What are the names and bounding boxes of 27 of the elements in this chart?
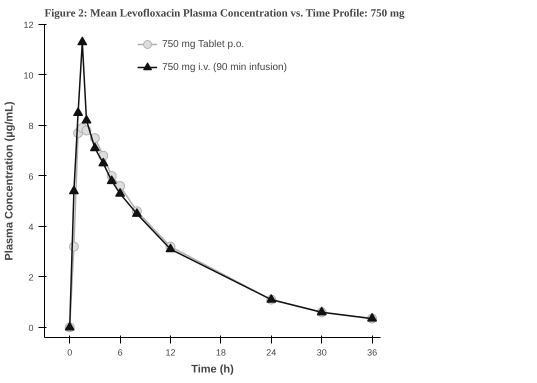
x-tick-label: 6 bbox=[118, 348, 123, 358]
y-tick-label: 2 bbox=[28, 272, 34, 282]
legend-label: 750 mg Tablet p.o. bbox=[162, 38, 244, 50]
y-tick-label: 10 bbox=[23, 70, 34, 80]
point bbox=[77, 36, 88, 46]
point bbox=[68, 185, 79, 194]
chart-title: Figure 2: Mean Levofloxacin Plasma Concentration vs. Time Profile: 750 mg bbox=[44, 8, 406, 20]
x-tick-label: 12 bbox=[165, 348, 176, 358]
point bbox=[90, 142, 100, 152]
x-tick-label: 24 bbox=[266, 348, 276, 358]
point bbox=[115, 188, 126, 197]
y-axis-title: Plasma Concentration (µg/mL) bbox=[3, 101, 16, 261]
point bbox=[106, 175, 117, 184]
legend-label: 750 mg i.v. (90 min infusion) bbox=[162, 62, 287, 72]
x-tick-label: 0 bbox=[67, 348, 72, 358]
y-tick-label: 4 bbox=[28, 222, 34, 232]
x-axis-title: Time (h) bbox=[191, 364, 234, 376]
y-tick-label: 8 bbox=[28, 120, 34, 131]
x-tick-label: 36 bbox=[367, 348, 378, 358]
x-tick-label: 18 bbox=[216, 348, 226, 358]
y-tick-label: 12 bbox=[23, 20, 34, 30]
y-tick-label: 0 bbox=[28, 322, 34, 333]
point bbox=[98, 158, 108, 166]
point bbox=[82, 114, 92, 124]
y-tick-label: 6 bbox=[28, 171, 34, 182]
x-tick-label: 30 bbox=[316, 348, 327, 358]
point bbox=[73, 107, 84, 116]
